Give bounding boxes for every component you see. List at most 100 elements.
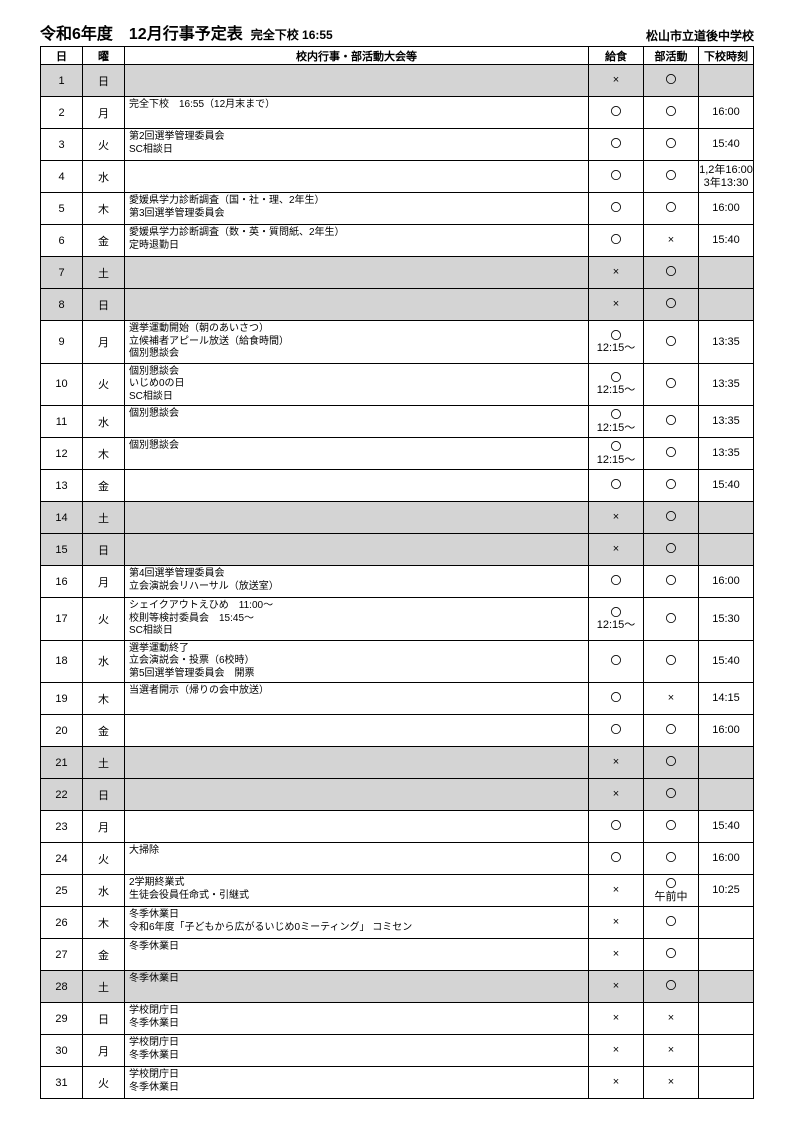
day-cell: 木	[83, 438, 125, 470]
table-row: 18水選挙運動終了 立会演説会・投票（6校時） 第5回選挙管理委員会 開票〇〇1…	[41, 640, 754, 683]
day-cell: 水	[83, 875, 125, 907]
date-cell: 10	[41, 363, 83, 406]
day-cell: 日	[83, 289, 125, 321]
club-cell: 〇	[644, 907, 699, 939]
day-cell: 月	[83, 1035, 125, 1067]
time-cell: 16:00	[699, 566, 754, 598]
day-cell: 日	[83, 779, 125, 811]
table-header-row: 日 曜 校内行事・部活動大会等 給食 部活動 下校時刻	[41, 47, 754, 65]
page-header: 令和6年度 12月行事予定表 完全下校 16:55 松山市立道後中学校	[40, 20, 754, 44]
lunch-cell: ×	[589, 1035, 644, 1067]
time-cell: 13:35	[699, 321, 754, 364]
lunch-cell: 〇	[589, 566, 644, 598]
event-cell	[125, 811, 589, 843]
event-cell: 大掃除	[125, 843, 589, 875]
date-cell: 24	[41, 843, 83, 875]
table-row: 25水2学期終業式 生徒会役員任命式・引継式×〇 午前中10:25	[41, 875, 754, 907]
lunch-cell: ×	[589, 939, 644, 971]
table-row: 5木愛媛県学力診断調査（国・社・理、2年生） 第3回選挙管理委員会〇〇16:00	[41, 193, 754, 225]
time-cell: 15:40	[699, 470, 754, 502]
table-row: 31火学校閉庁日 冬季休業日××	[41, 1067, 754, 1099]
date-cell: 5	[41, 193, 83, 225]
time-cell	[699, 1035, 754, 1067]
table-row: 30月学校閉庁日 冬季休業日××	[41, 1035, 754, 1067]
time-cell: 13:35	[699, 406, 754, 438]
time-cell	[699, 939, 754, 971]
lunch-cell: ×	[589, 971, 644, 1003]
date-cell: 27	[41, 939, 83, 971]
time-cell	[699, 747, 754, 779]
event-cell: 学校閉庁日 冬季休業日	[125, 1003, 589, 1035]
club-cell: 〇	[644, 566, 699, 598]
time-cell	[699, 502, 754, 534]
lunch-cell: 〇	[589, 225, 644, 257]
time-cell	[699, 65, 754, 97]
club-cell: 〇	[644, 534, 699, 566]
table-row: 23月〇〇15:40	[41, 811, 754, 843]
time-cell: 15:40	[699, 640, 754, 683]
event-cell: 選挙運動終了 立会演説会・投票（6校時） 第5回選挙管理委員会 開票	[125, 640, 589, 683]
event-cell	[125, 257, 589, 289]
col-header-club: 部活動	[644, 47, 699, 65]
event-cell	[125, 534, 589, 566]
date-cell: 14	[41, 502, 83, 534]
date-cell: 16	[41, 566, 83, 598]
club-cell: 〇	[644, 843, 699, 875]
club-cell: ×	[644, 225, 699, 257]
date-cell: 3	[41, 129, 83, 161]
table-row: 4水〇〇1,2年16:00 3年13:30	[41, 161, 754, 193]
table-row: 2月完全下校 16:55（12月末まで）〇〇16:00	[41, 97, 754, 129]
table-row: 9月選挙運動開始（朝のあいさつ） 立候補者アピール放送（給食時間） 個別懇談会〇…	[41, 321, 754, 364]
day-cell: 日	[83, 65, 125, 97]
club-cell: 〇	[644, 65, 699, 97]
lunch-cell: 〇	[589, 161, 644, 193]
lunch-cell: 〇	[589, 97, 644, 129]
lunch-cell: ×	[589, 502, 644, 534]
date-cell: 19	[41, 683, 83, 715]
day-cell: 日	[83, 1003, 125, 1035]
time-cell: 15:30	[699, 598, 754, 641]
event-cell: 冬季休業日	[125, 971, 589, 1003]
date-cell: 20	[41, 715, 83, 747]
club-cell: 〇 午前中	[644, 875, 699, 907]
lunch-cell: 〇	[589, 470, 644, 502]
lunch-cell: 〇 12:15～	[589, 598, 644, 641]
day-cell: 月	[83, 97, 125, 129]
day-cell: 月	[83, 321, 125, 364]
event-cell: 第4回選挙管理委員会 立会演説会リハーサル（放送室）	[125, 566, 589, 598]
event-cell: 個別懇談会	[125, 406, 589, 438]
lunch-cell: ×	[589, 1067, 644, 1099]
table-row: 12木個別懇談会〇 12:15～〇13:35	[41, 438, 754, 470]
table-row: 15日×〇	[41, 534, 754, 566]
lunch-cell: 〇	[589, 811, 644, 843]
day-cell: 木	[83, 193, 125, 225]
club-cell: 〇	[644, 598, 699, 641]
time-cell	[699, 1067, 754, 1099]
lunch-cell: 〇	[589, 193, 644, 225]
date-cell: 28	[41, 971, 83, 1003]
date-cell: 11	[41, 406, 83, 438]
date-cell: 18	[41, 640, 83, 683]
table-row: 22日×〇	[41, 779, 754, 811]
club-cell: 〇	[644, 715, 699, 747]
day-cell: 金	[83, 939, 125, 971]
event-cell: シェイクアウトえひめ 11:00～ 校則等検討委員会 15:45～ SC相談日	[125, 598, 589, 641]
club-cell: 〇	[644, 363, 699, 406]
schedule-table: 日 曜 校内行事・部活動大会等 給食 部活動 下校時刻 1日×〇2月完全下校 1…	[40, 46, 754, 1099]
day-cell: 金	[83, 470, 125, 502]
club-cell: ×	[644, 1035, 699, 1067]
day-cell: 火	[83, 843, 125, 875]
title-sub: 完全下校 16:55	[251, 26, 333, 43]
table-row: 6金愛媛県学力診断調査（数・英・質問紙、2年生） 定時退勤日〇×15:40	[41, 225, 754, 257]
time-cell	[699, 289, 754, 321]
lunch-cell: ×	[589, 1003, 644, 1035]
date-cell: 25	[41, 875, 83, 907]
date-cell: 9	[41, 321, 83, 364]
table-row: 8日×〇	[41, 289, 754, 321]
day-cell: 土	[83, 971, 125, 1003]
date-cell: 29	[41, 1003, 83, 1035]
lunch-cell: 〇 12:15～	[589, 321, 644, 364]
event-cell: 選挙運動開始（朝のあいさつ） 立候補者アピール放送（給食時間） 個別懇談会	[125, 321, 589, 364]
event-cell	[125, 747, 589, 779]
club-cell: 〇	[644, 97, 699, 129]
